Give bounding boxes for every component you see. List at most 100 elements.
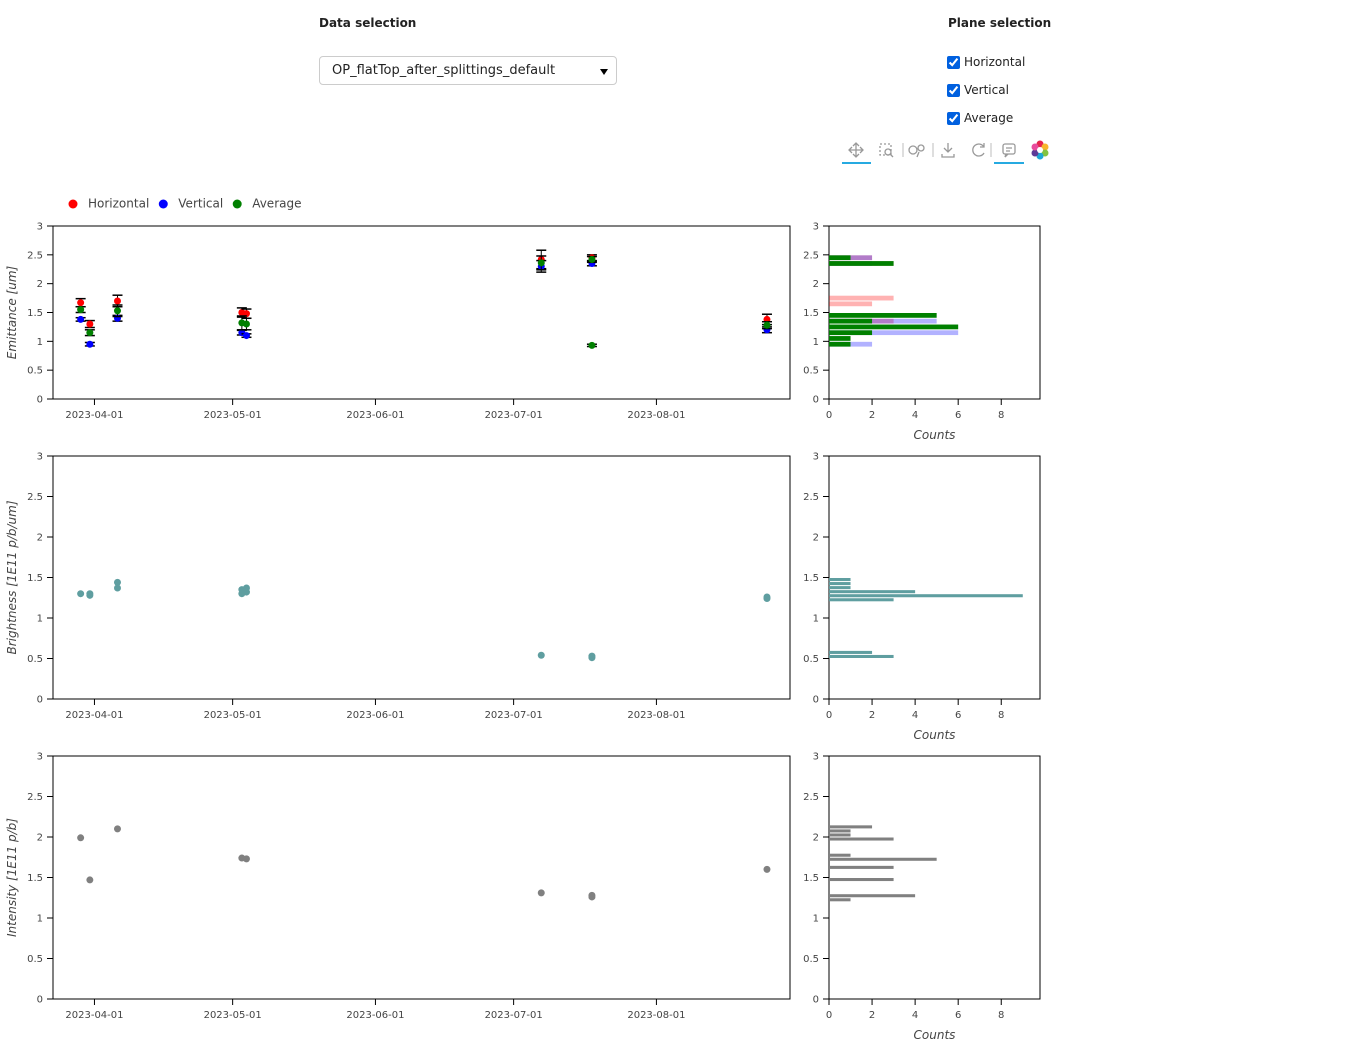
y-tick-label: 2 bbox=[813, 279, 819, 290]
x-tick-label: 2023-06-01 bbox=[346, 710, 404, 721]
pan-tool[interactable] bbox=[848, 142, 864, 158]
y-tick-label: 0 bbox=[813, 395, 819, 406]
point bbox=[77, 834, 85, 842]
checkbox-row[interactable]: Horizontal bbox=[947, 55, 1025, 69]
x-tick-label: 2023-07-01 bbox=[485, 710, 543, 721]
hist-bar bbox=[829, 578, 851, 582]
point bbox=[77, 315, 85, 323]
checkbox[interactable] bbox=[947, 55, 960, 69]
x-axis-label: Counts bbox=[914, 728, 956, 742]
hist-bar bbox=[829, 336, 851, 341]
checkbox[interactable] bbox=[947, 83, 960, 97]
x-axis-label: Counts bbox=[914, 428, 956, 442]
y-tick-label: 1 bbox=[37, 337, 43, 348]
hist-bar bbox=[829, 586, 851, 590]
x-tick-label: 2 bbox=[869, 1010, 875, 1021]
hist-bar bbox=[829, 318, 937, 324]
hist-bar bbox=[829, 894, 916, 898]
wheel-zoom-tool[interactable] bbox=[908, 144, 925, 158]
y-tick-label: 3 bbox=[813, 452, 819, 463]
point bbox=[77, 306, 85, 314]
y-tick-label: 2.5 bbox=[803, 492, 819, 503]
x-axis-label: Counts bbox=[914, 1028, 956, 1042]
x-tick-label: 8 bbox=[998, 410, 1004, 421]
y-tick-label: 0 bbox=[37, 395, 43, 406]
y-axis-label: Intensity [1E11 p/b] bbox=[5, 818, 19, 937]
y-tick-label: 3 bbox=[813, 222, 819, 233]
x-tick-label: 8 bbox=[998, 1010, 1004, 1021]
y-tick-label: 3 bbox=[37, 452, 43, 463]
point bbox=[77, 299, 85, 307]
box-zoom-tool[interactable] bbox=[879, 143, 894, 158]
y-tick-label: 0.5 bbox=[27, 954, 43, 965]
hist-bar bbox=[829, 301, 873, 307]
data-select[interactable]: OP_flatTop_after_splittings_default bbox=[319, 56, 617, 85]
y-tick-label: 0.5 bbox=[803, 954, 819, 965]
hist-bar bbox=[829, 261, 894, 266]
y-tick-label: 0.5 bbox=[803, 366, 819, 377]
plot-frame bbox=[828, 455, 1041, 700]
hist-bar bbox=[829, 255, 851, 261]
checkbox[interactable] bbox=[947, 111, 960, 125]
x-tick-label: 4 bbox=[912, 710, 918, 721]
plot-frame bbox=[52, 755, 791, 1000]
point bbox=[763, 865, 771, 873]
point bbox=[86, 340, 94, 348]
x-tick-label: 2023-06-01 bbox=[346, 410, 404, 421]
point bbox=[113, 297, 121, 305]
x-tick-label: 4 bbox=[912, 1010, 918, 1021]
y-tick-label: 0 bbox=[37, 695, 43, 706]
y-tick-label: 1.5 bbox=[803, 573, 819, 584]
point bbox=[537, 651, 545, 659]
hist-bar bbox=[829, 598, 894, 602]
y-tick-label: 1 bbox=[813, 337, 819, 348]
x-tick-label: 2023-04-01 bbox=[65, 410, 123, 421]
x-tick-label: 2023-04-01 bbox=[65, 710, 123, 721]
checkbox-row[interactable]: Average bbox=[947, 111, 1013, 125]
bokeh-logo[interactable] bbox=[1031, 140, 1049, 160]
hover-tool[interactable] bbox=[1002, 143, 1016, 158]
y-tick-label: 1.5 bbox=[803, 873, 819, 884]
legend-label: Horizontal bbox=[88, 197, 149, 211]
checkbox-label: Average bbox=[964, 111, 1014, 125]
hist-bar bbox=[829, 654, 894, 658]
legend-marker bbox=[68, 199, 78, 209]
reset-tool[interactable] bbox=[972, 143, 985, 157]
x-tick-label: 2023-07-01 bbox=[485, 1010, 543, 1021]
point bbox=[86, 320, 94, 328]
y-tick-label: 2.5 bbox=[803, 792, 819, 803]
y-tick-label: 0.5 bbox=[27, 366, 43, 377]
x-tick-label: 2023-07-01 bbox=[485, 410, 543, 421]
point bbox=[763, 595, 771, 603]
point bbox=[113, 825, 121, 833]
y-tick-label: 1 bbox=[37, 614, 43, 625]
x-tick-label: 2 bbox=[869, 710, 875, 721]
y-axis-label: Emittance [um] bbox=[5, 265, 19, 359]
hist-bar bbox=[829, 853, 851, 857]
y-tick-label: 2 bbox=[813, 533, 819, 544]
point bbox=[242, 584, 250, 592]
point bbox=[537, 889, 545, 897]
checkbox-row[interactable]: Vertical bbox=[947, 83, 1009, 97]
hist-bar bbox=[829, 330, 873, 336]
data-selection-label: Data selection bbox=[319, 16, 417, 30]
point bbox=[113, 307, 121, 315]
x-tick-label: 2023-05-01 bbox=[204, 410, 262, 421]
y-tick-label: 0.5 bbox=[803, 654, 819, 665]
y-tick-label: 1 bbox=[813, 614, 819, 625]
x-tick-label: 2023-06-01 bbox=[346, 1010, 404, 1021]
x-tick-label: 2023-08-01 bbox=[627, 710, 685, 721]
x-tick-label: 6 bbox=[955, 710, 961, 721]
hist-bar bbox=[829, 330, 959, 336]
point bbox=[588, 654, 596, 662]
x-tick-label: 6 bbox=[955, 1010, 961, 1021]
hist-bar bbox=[829, 650, 873, 654]
y-axis-label: Brightness [1E11 p/b/um] bbox=[5, 500, 19, 654]
save-tool[interactable] bbox=[941, 143, 955, 158]
hist-bar bbox=[829, 825, 873, 829]
y-tick-label: 3 bbox=[37, 752, 43, 763]
legend-label: Vertical bbox=[178, 197, 223, 211]
y-tick-label: 1.5 bbox=[27, 873, 43, 884]
y-tick-label: 2 bbox=[37, 279, 43, 290]
